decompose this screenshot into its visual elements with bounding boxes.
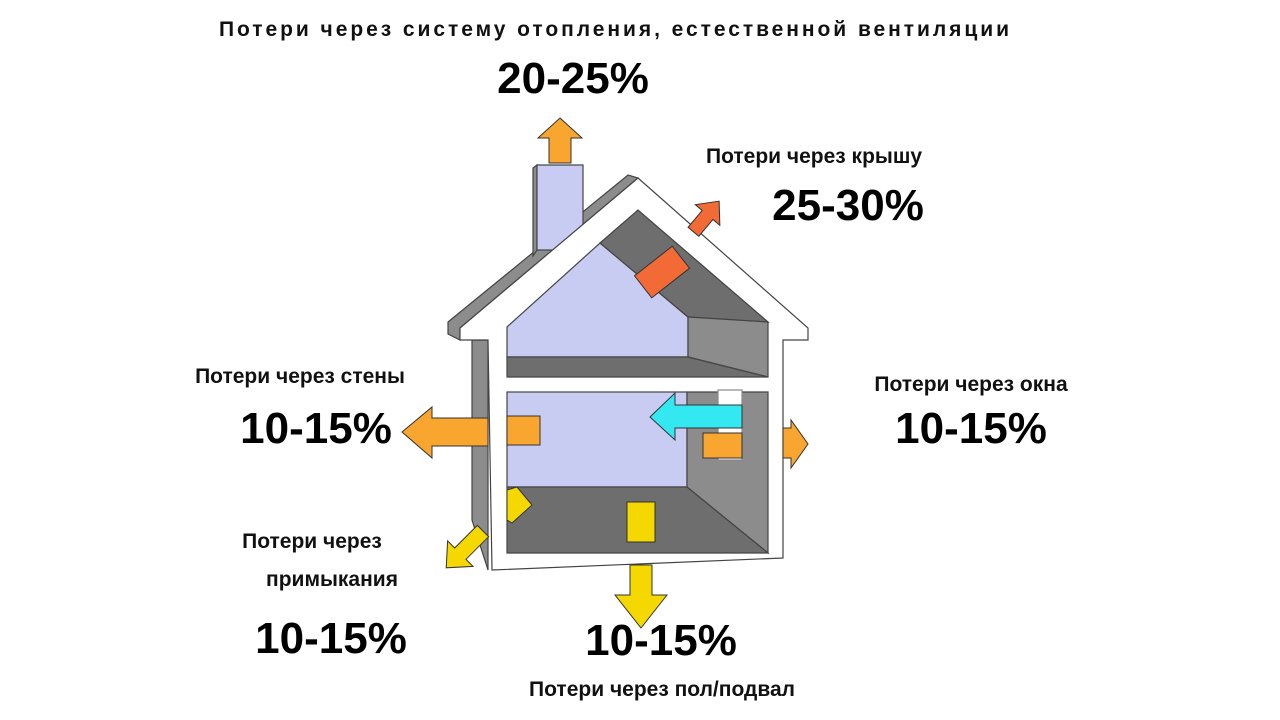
ventilation-label: Потери через систему отопления, естестве… <box>219 18 1009 41</box>
arrows <box>401 117 809 629</box>
floor-loss-block <box>626 501 656 543</box>
walls-percent: 10-15% <box>240 404 392 453</box>
windows-percent: 10-15% <box>895 404 1047 453</box>
chimney-up-arrow <box>536 117 584 164</box>
roof-loss-block <box>633 245 691 299</box>
ventilation-percent: 20-25% <box>497 54 649 103</box>
wall-loss-block <box>506 415 541 446</box>
attic-floor <box>506 356 769 378</box>
roof-label: Потери через крышу <box>706 145 922 168</box>
junctions-label-line2: примыкания <box>266 568 398 591</box>
floor-down-arrow <box>613 564 669 629</box>
floor-label: Потери через пол/подвал <box>529 678 795 701</box>
windows-label: Потери через окна <box>874 373 1068 396</box>
junction-inner-block <box>506 486 533 524</box>
junctions-percent: 10-15% <box>255 614 407 663</box>
junction-diagonal-arrow <box>445 524 490 569</box>
walls-label: Потери через стены <box>195 365 405 388</box>
cold-air-cyan-arrow <box>649 391 743 442</box>
window-right-arrow <box>782 418 809 470</box>
roof-diagonal-arrow <box>687 200 721 237</box>
roof-percent: 25-30% <box>772 181 924 230</box>
floor-percent: 10-15% <box>585 616 737 665</box>
window-loss-block <box>702 432 743 459</box>
junctions-label-line1: Потери через <box>242 530 382 553</box>
wall-left-arrow <box>401 405 489 460</box>
